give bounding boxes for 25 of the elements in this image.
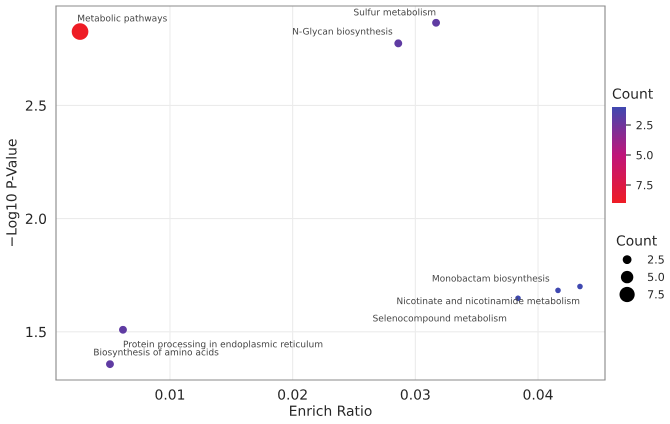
x-axis-title: Enrich Ratio [290,405,372,416]
annotation: N-Glycan biosynthesis [293,28,392,36]
annotation: Monobactam biosynthesis [432,274,550,284]
annotation: Metabolic pathways [78,14,167,24]
legend-title: Count [616,235,657,246]
y-tick-label: 2.5 [26,100,46,111]
legend-label: 7.5 [648,290,664,299]
color-bar-title: Count [612,88,653,99]
x-tick-label: 0.03 [400,389,430,400]
annotation: Nicotinate and nicotinamide metabolism [397,297,580,304]
legend-label: 2.5 [648,255,664,264]
y-axis-title: −Log10 P-Value [6,139,20,246]
annotation: Selenocompound metabolism [373,314,506,324]
legend-label: 5.0 [648,272,664,282]
color-bar-label: 7.5 [636,181,652,190]
color-bar-label: 5.0 [636,150,653,160]
x-tick-label: 0.01 [155,389,184,400]
y-tick-label: 1.5 [26,326,46,338]
annotation: Protein processing in endoplasmic reticulum [124,340,322,350]
color-bar-label: 2.5 [636,120,652,130]
x-tick-label: 0.02 [278,389,307,400]
y-tick-label: 2.0 [26,214,46,224]
annotation: Biosynthesis of amino acids [94,348,218,358]
x-tick-label: 0.04 [523,389,553,400]
annotation: Sulfur metabolism [354,8,436,16]
